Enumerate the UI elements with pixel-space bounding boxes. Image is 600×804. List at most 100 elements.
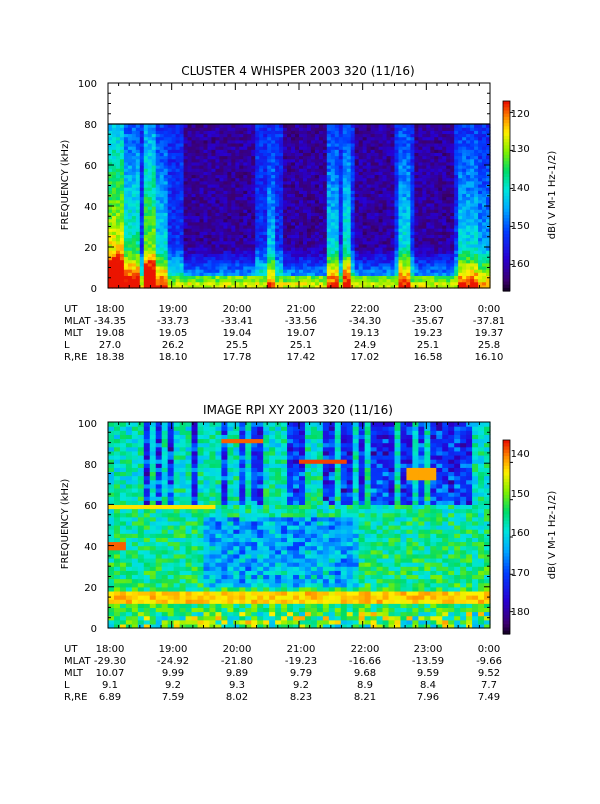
spectrogram-cell: [159, 139, 165, 144]
spectrogram-cell: [291, 284, 296, 289]
spectrogram-cell: [191, 269, 197, 273]
spectrogram-cell: [426, 158, 431, 163]
spectrogram-cell: [211, 240, 217, 245]
spectrogram-cell: [454, 136, 459, 141]
spectrogram-cell: [275, 206, 280, 210]
spectrogram-cell: [179, 177, 185, 182]
spectrogram-cell: [474, 215, 479, 220]
spectrogram-cell: [342, 269, 348, 273]
spectrogram-cell: [283, 212, 288, 217]
spectrogram-cell: [366, 190, 372, 194]
spectrogram-cell: [223, 139, 228, 144]
spectrogram-cell: [151, 224, 157, 229]
spectrogram-cell: [362, 165, 368, 169]
spectrogram-cell: [474, 139, 479, 144]
spectrogram-cell: [406, 180, 412, 185]
spectrogram-cell: [227, 187, 232, 191]
spectrogram-cell: [394, 253, 400, 258]
spectrogram-cell: [211, 202, 217, 207]
spectrogram-cell: [338, 161, 344, 166]
spectrogram-cell: [111, 224, 117, 229]
spectrogram-cell: [195, 158, 201, 163]
spectrogram-cell: [338, 281, 344, 286]
spectrogram-cell: [458, 284, 463, 289]
spectrogram-cell: [275, 237, 280, 242]
spectrogram-cell: [187, 136, 193, 141]
spectrogram-cell: [271, 202, 276, 207]
spectrogram-cell: [267, 247, 272, 251]
spectrogram-cell: [151, 209, 157, 213]
spectrogram-cell: [263, 240, 268, 245]
spectrogram-cell: [207, 139, 213, 144]
spectrogram-cell: [167, 152, 173, 157]
spectrogram-cell: [422, 196, 427, 201]
ephemeris-ut: 23:00: [414, 304, 443, 315]
spectrogram-cell: [215, 231, 221, 235]
spectrogram-cell: [302, 218, 308, 223]
spectrogram-cell: [235, 165, 240, 169]
spectrogram-cell: [378, 174, 384, 179]
spectrogram-cell: [239, 221, 244, 226]
spectrogram-cell: [287, 221, 292, 226]
spectrogram-cell: [354, 165, 360, 169]
spectrogram-cell: [462, 250, 467, 254]
spectrogram-cell: [227, 240, 232, 245]
ephemeris-r: 17.78: [223, 352, 252, 363]
spectrogram-cell: [362, 193, 368, 198]
spectrogram-cell: [386, 281, 392, 286]
spectrogram-cell: [362, 253, 368, 258]
spectrogram-cell: [195, 253, 201, 258]
spectrogram-cell: [314, 165, 320, 169]
spectrogram-cell: [183, 231, 189, 235]
spectrogram-cell: [159, 158, 165, 163]
spectrogram-cell: [374, 281, 380, 286]
spectrogram-cell: [199, 133, 205, 138]
spectrogram-cell: [207, 180, 213, 185]
spectrogram-cell: [231, 265, 236, 270]
spectrogram-cell: [155, 237, 161, 242]
spectrogram-cell: [410, 187, 415, 191]
spectrogram-cell: [394, 183, 400, 188]
spectrogram-cell: [259, 243, 264, 248]
spectrogram-cell: [179, 183, 185, 188]
spectrogram-cell: [314, 265, 320, 270]
spectrogram-cell: [271, 215, 276, 220]
spectrogram-cell: [338, 133, 344, 138]
spectrogram-cell: [394, 281, 400, 286]
spectrogram-cell: [171, 202, 177, 207]
spectrogram-cell: [310, 146, 316, 150]
spectrogram-cell: [474, 262, 479, 267]
spectrogram-cell: [394, 187, 400, 191]
spectrogram-cell: [139, 243, 145, 248]
spectrogram-cell: [171, 269, 177, 273]
spectrogram-cell: [342, 133, 348, 138]
spectrogram-cell: [338, 202, 344, 207]
spectrogram-cell: [358, 218, 364, 223]
spectrogram-cell: [135, 278, 141, 283]
spectrogram-cell: [322, 177, 328, 182]
spectrogram-cell: [462, 215, 467, 220]
spectrogram-cell: [191, 146, 197, 150]
spectrogram-cell: [370, 174, 376, 179]
spectrogram-cell: [358, 177, 364, 182]
spectrogram-cell: [314, 124, 320, 128]
spectrogram-cell: [295, 253, 300, 258]
spectrogram-cell: [207, 165, 213, 169]
spectrogram-cell: [314, 281, 320, 286]
spectrogram-cell: [318, 168, 324, 172]
spectrogram-cell: [302, 265, 308, 270]
spectrogram-cell: [302, 136, 308, 141]
spectrogram-cell: [215, 133, 221, 138]
spectrogram-cell: [247, 165, 252, 169]
spectrogram-cell: [267, 127, 272, 131]
spectrogram-cell: [147, 190, 153, 194]
spectrogram-cell: [175, 177, 181, 182]
spectrogram-cell: [382, 212, 388, 217]
spectrogram-cell: [374, 161, 380, 166]
spectrogram-cell: [203, 127, 209, 131]
spectrogram-cell: [179, 250, 185, 254]
spectrogram-cell: [263, 158, 268, 163]
spectrogram-cell: [350, 171, 356, 176]
spectrogram-cell: [139, 174, 145, 179]
spectrogram-cell: [239, 284, 244, 289]
